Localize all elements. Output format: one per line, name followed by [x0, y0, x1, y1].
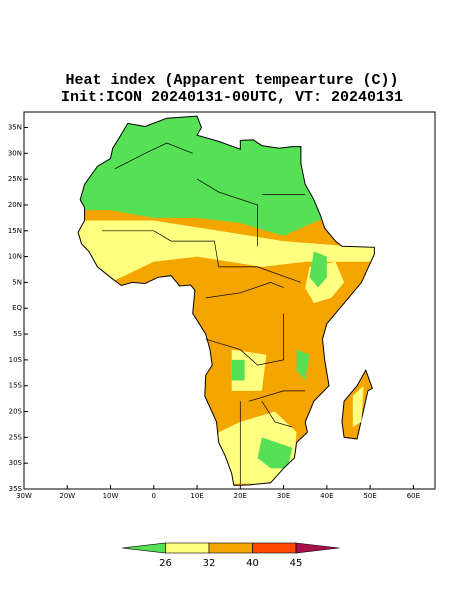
colorbar: 26 32 40 45 [121, 542, 340, 569]
zone-cool [309, 251, 327, 288]
colorbar-label: 45 [290, 558, 303, 569]
lat-tick-label: 20S [9, 408, 23, 416]
colorbar-segment [165, 542, 210, 554]
lat-tick-label: 10S [9, 356, 23, 364]
border [205, 313, 284, 366]
colorbar-high [295, 542, 340, 554]
axes: 30W 20W 10W 0 10E 20E 30E 40E 50E 60E 35N 30N 25N 20N… [8, 123, 420, 500]
lat-tick-label: 20N [8, 201, 22, 209]
lon-tick-label: 50E [363, 492, 376, 500]
lat-tick-label: 10N [8, 253, 22, 261]
lon-tick-label: 60E [407, 492, 420, 500]
colorbar-label: 32 [203, 558, 216, 569]
colorbar-low [121, 542, 166, 554]
lon-tick-label: 30E [277, 492, 290, 500]
border [205, 282, 284, 299]
land-zones [78, 116, 375, 484]
lat-tick-label: 25S [9, 433, 23, 441]
zone-mild [78, 220, 375, 283]
lat-tick-label: 5N [12, 278, 22, 286]
subtitle: Init:ICON 20240131-00UTC, VT: 20240131 [61, 89, 403, 106]
lat-tick-label: 15N [8, 227, 22, 235]
colorbar-segment [252, 542, 297, 554]
lon-tick-label: 10E [190, 492, 203, 500]
lon-tick-label: 40E [320, 492, 333, 500]
zone-cool [231, 359, 245, 381]
border [101, 230, 302, 283]
lon-tick-label: 0 [152, 492, 156, 500]
colorbar-label: 26 [159, 558, 172, 569]
map-frame [23, 111, 436, 490]
lat-tick-label: EQ [12, 304, 22, 312]
border [196, 178, 258, 247]
map-area [77, 115, 375, 486]
lat-tick-label: 5S [13, 330, 22, 338]
lat-tick-label: 35N [8, 123, 22, 131]
colorbar-label: 40 [246, 558, 259, 569]
lon-tick-label: 30W [16, 492, 32, 500]
colorbar-segment [208, 542, 253, 554]
coastline [77, 115, 375, 486]
lon-tick-label: 20E [234, 492, 247, 500]
border [248, 390, 306, 402]
border [114, 142, 193, 170]
zone-cool [257, 437, 293, 469]
border [261, 401, 293, 428]
lon-tick-label: 10W [103, 492, 119, 500]
lat-tick-label: 30N [8, 149, 22, 157]
madagascar-inland [352, 385, 364, 427]
lon-tick-label: 20W [59, 492, 75, 500]
lat-tick-label: 35S [9, 485, 23, 493]
lat-tick-label: 30S [9, 459, 23, 467]
title: Heat index (Apparent tempearture (C)) [65, 72, 398, 89]
lat-tick-label: 15S [9, 382, 23, 390]
lat-tick-label: 25N [8, 175, 22, 183]
zone-cool [296, 349, 310, 381]
